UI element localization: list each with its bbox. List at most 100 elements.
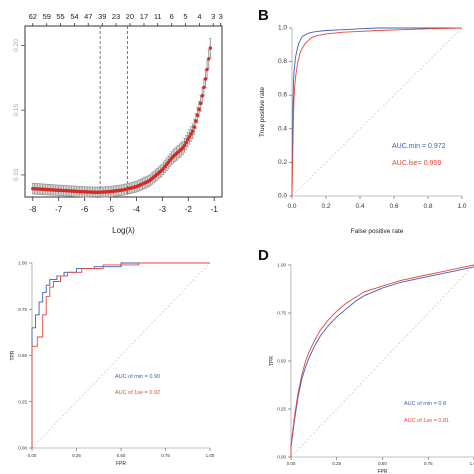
panel-d-roc-series-2	[290, 264, 474, 457]
panel-a-mean-point	[203, 77, 208, 81]
panel-a-mean-point	[181, 146, 185, 150]
panel-d-xtick-label: 0.50	[378, 461, 387, 466]
panel-a-mean-point	[186, 137, 190, 142]
panel-a-xtick-label: -7	[55, 205, 63, 214]
panel-d-xtick-label: 0.00	[287, 461, 296, 466]
panel-a-mean-point	[207, 57, 211, 61]
panel-c-xtick-label: 0.25	[72, 453, 81, 458]
panel-b-xtick-label: 0.6	[389, 203, 398, 210]
panel-a-mean-point	[194, 119, 198, 123]
panel-d-xlabel: FPR	[378, 469, 388, 474]
panel-a-mean-point	[208, 46, 213, 50]
panel-b-ytick-label: 0.8	[278, 58, 287, 65]
panel-a-mean-point	[190, 129, 195, 133]
panel-c-ylabel: TPR	[10, 350, 16, 360]
panel-b-xtick-label: 0.8	[423, 203, 432, 210]
panel-d-legend-entry: AUC of 1se = 0.81	[404, 418, 449, 424]
panel-d-ytick-label: 1.00	[277, 263, 286, 268]
panel-c-roc-series-2	[31, 262, 210, 448]
panel-a-mean-point	[189, 132, 193, 136]
panel-c-xtick-label: 0.00	[28, 453, 37, 458]
panel-d-xtick-label: 0.75	[424, 461, 433, 466]
panel-d-xtick-label: 0.25	[332, 461, 341, 466]
panel-c-roc-series-1	[31, 262, 210, 448]
panel-a-ytick-label: 0.10	[13, 168, 20, 181]
panel-a-mean-point	[195, 113, 200, 117]
panel-a-toptick-label: 59	[43, 12, 51, 21]
panel-c-xtick-label: 0.50	[117, 453, 126, 458]
panel-b-letter: B	[258, 7, 269, 24]
panel-a-toptick-label: 23	[112, 12, 120, 21]
panel-a-toptick-label: 11	[154, 12, 162, 21]
panel-a-mean-point	[187, 135, 192, 139]
panel-d-ytick-label: 0.25	[277, 407, 286, 412]
panel-b-xtick-label: 1.0	[457, 203, 466, 210]
panel-a-xlabel: Log(λ)	[112, 226, 135, 235]
panel-b-ytick-label: 1.0	[278, 25, 287, 32]
panel-b-ytick-label: 0.2	[278, 159, 287, 166]
panel-a-xtick-label: -5	[107, 205, 115, 214]
panel-a-toptick-label: 3	[219, 12, 223, 21]
panel-a-mean-point	[197, 107, 201, 111]
panel-a-mean-point	[192, 125, 196, 129]
panel-b-xtick-label: 0.4	[355, 203, 364, 210]
panel-b-xtick-label: 0.0	[287, 203, 296, 210]
panel-d-roc-series-1	[290, 266, 474, 457]
panel-a-toptick-label: 47	[84, 12, 92, 21]
panel-a-toptick-label: 17	[140, 12, 148, 21]
panel-a-xtick-label: -4	[133, 205, 141, 214]
panel-d-legend-entry: AUC of min = 0.8	[404, 401, 446, 407]
panel-c-ytick-label: 0.75	[18, 307, 27, 312]
panel-c-xlabel: FPR	[116, 461, 126, 467]
panel-a-mean-point	[198, 101, 203, 106]
panel-b-ylabel: True positive rate	[259, 87, 266, 137]
panel-a-toptick-label: 55	[56, 12, 64, 21]
panel-d-ytick-label: 0.50	[277, 359, 286, 364]
panel-b-diagonal	[291, 27, 463, 197]
panel-a-ytick-label: 0.20	[13, 39, 20, 52]
panel-b-ytick-label: 0.4	[278, 125, 287, 132]
panel-c-legend-entry: AUC of 1se = 0.92	[115, 390, 160, 396]
panel-d-ytick-label: 0.75	[277, 311, 286, 316]
panel-a-toptick-label: 5	[183, 12, 187, 21]
panel-a-xtick-label: -3	[159, 205, 167, 214]
panel-a-xtick-label: -1	[211, 205, 219, 214]
panel-b-legend-entry: AUC.lse= 0.959	[392, 160, 441, 167]
panel-a-mean-point	[200, 94, 204, 98]
panel-c-xtick-label: 1.00	[206, 453, 215, 458]
panel-a-mean-point	[205, 67, 209, 72]
panel-d-ytick-label: 0.00	[277, 455, 286, 460]
panel-c-ytick-label: 0.50	[18, 353, 27, 358]
panel-a-frame	[24, 25, 223, 198]
panel-b-ytick-label: 0.0	[278, 193, 287, 200]
panel-a-toptick-label: 6	[170, 12, 174, 21]
panel-a-toptick-label: 3	[211, 12, 215, 21]
panel-b-roc-series-2	[291, 27, 463, 197]
panel-b-legend-entry: AUC.min = 0.972	[392, 143, 446, 150]
panel-a-xtick-label: -8	[29, 205, 37, 214]
panel-c-diagonal	[31, 262, 211, 449]
panel-a-mean-point	[202, 85, 206, 90]
panel-a-xtick-label: -2	[185, 205, 193, 214]
panel-a-toptick-label: 4	[197, 12, 201, 21]
panel-c-ytick-label: 1.00	[18, 261, 27, 266]
panel-d-ylabel: TPR	[269, 356, 275, 366]
panel-b-ytick-label: 0.6	[278, 92, 287, 99]
panel-b-roc-series-1	[291, 27, 462, 197]
panel-a-xtick-label: -6	[81, 205, 89, 214]
panel-c-legend-entry: AUC of min = 0.90	[115, 374, 160, 380]
panel-a-ytick-label: 0.15	[13, 103, 20, 116]
panel-a-mean-point	[182, 143, 187, 148]
panel-a-toptick-label: 39	[98, 12, 106, 21]
panel-b-xlabel: False positive rate	[351, 228, 404, 235]
panel-c-xtick-label: 0.75	[161, 453, 170, 458]
panel-d-xtick-label: 1.00	[470, 461, 474, 466]
panel-b-xtick-label: 0.2	[321, 203, 330, 210]
panel-a-toptick-label: 54	[70, 12, 78, 21]
panel-d-letter: D	[258, 247, 269, 264]
panel-d-diagonal	[290, 264, 474, 458]
panel-a-toptick-label: 20	[126, 12, 134, 21]
panel-c-ytick-label: 0.25	[18, 399, 27, 404]
panel-a-mean-point	[184, 140, 188, 145]
